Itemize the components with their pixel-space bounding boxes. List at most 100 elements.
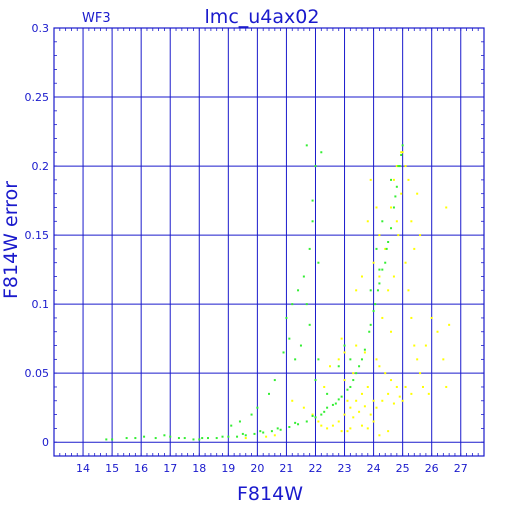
green-point (311, 220, 314, 223)
green-point (154, 437, 157, 440)
green-point (372, 310, 375, 313)
x-tick-label: 21 (279, 462, 293, 475)
y-tick-label: 0 (42, 436, 49, 449)
yellow-point (410, 392, 413, 395)
x-tick-label: 15 (105, 462, 119, 475)
green-point (311, 414, 314, 417)
yellow-point (416, 358, 419, 361)
yellow-point (410, 220, 413, 223)
yellow-point (326, 427, 329, 430)
yellow-point (372, 399, 375, 402)
yellow-point (352, 416, 355, 419)
green-point (349, 385, 352, 388)
green-point (134, 437, 137, 440)
yellow-point (442, 358, 445, 361)
green-point (358, 365, 361, 368)
green-point (381, 220, 384, 223)
green-point (320, 413, 323, 416)
yellow-point (244, 437, 247, 440)
green-point (198, 438, 201, 441)
yellow-point (358, 410, 361, 413)
yellow-point (387, 430, 390, 433)
green-point (387, 241, 390, 243)
yellow-point (375, 358, 378, 361)
x-tick-label: 27 (454, 462, 468, 475)
green-point (376, 289, 379, 292)
x-tick-label: 17 (163, 462, 177, 475)
yellow-point (400, 151, 403, 154)
green-point (227, 435, 230, 438)
yellow-point (404, 165, 407, 168)
green-point (238, 420, 241, 423)
y-tick-label: 0.05 (25, 367, 50, 380)
yellow-point (372, 420, 375, 423)
green-point (262, 431, 265, 434)
yellow-point (395, 220, 398, 223)
yellow-point (390, 206, 393, 209)
green-point (111, 438, 114, 441)
yellow-point (291, 399, 294, 402)
green-point (331, 403, 334, 406)
yellow-point (378, 434, 381, 437)
yellow-point (311, 413, 314, 416)
plot-frame (53, 27, 485, 457)
yellow-point (369, 413, 372, 416)
yellow-point (378, 234, 381, 237)
green-point (374, 303, 377, 306)
green-point (326, 406, 329, 409)
green-point (314, 416, 317, 419)
green-point (308, 247, 311, 250)
green-point (143, 435, 146, 438)
yellow-point (323, 385, 326, 388)
yellow-point (366, 427, 369, 430)
yellow-point (392, 178, 395, 181)
yellow-point (355, 399, 358, 402)
yellow-point (372, 261, 375, 264)
yellow-point (419, 372, 422, 375)
x-tick-labels: 14 15 16 17 18 19 20 21 22 23 24 25 26 27 (76, 462, 468, 475)
green-point (317, 358, 320, 361)
yellow-point (397, 234, 400, 237)
yellow-point (366, 385, 369, 388)
x-tick-label: 18 (192, 462, 206, 475)
x-tick-label: 16 (134, 462, 148, 475)
green-point (230, 424, 233, 427)
yellow-point (346, 430, 349, 433)
y-tick-labels: 0 0.05 0.1 0.15 0.2 0.25 0.3 (25, 22, 50, 449)
corner-label: WF3 (82, 11, 111, 26)
yellow-point (392, 402, 395, 405)
green-point (294, 358, 297, 361)
x-tick-label: 14 (76, 462, 90, 475)
green-point (244, 434, 247, 437)
green-point (305, 420, 308, 423)
yellow-point (349, 427, 352, 430)
yellow-point (384, 247, 387, 250)
green-point (352, 379, 355, 382)
yellow-point (407, 178, 410, 181)
green-point (297, 423, 300, 426)
green-point (363, 348, 366, 351)
yellow-point (265, 435, 268, 438)
green-point (163, 434, 166, 437)
green-point (375, 247, 378, 250)
yellow-point (413, 247, 416, 250)
green-point (282, 351, 285, 354)
green-point (394, 195, 397, 198)
green-point (285, 316, 288, 319)
yellow-point (404, 261, 407, 264)
yellow-point (317, 420, 320, 423)
y-tick-label: 0.25 (25, 91, 50, 104)
yellow-point (448, 323, 451, 326)
green-point (288, 426, 291, 429)
yellow-point (337, 358, 340, 361)
green-point (294, 421, 297, 424)
x-tick-label: 26 (425, 462, 439, 475)
yellow-point (329, 365, 332, 368)
green-point (369, 289, 372, 292)
green-point (360, 358, 363, 361)
yellow-point (381, 399, 384, 402)
yellow-point (407, 289, 410, 292)
green-point (384, 261, 387, 264)
yellow-point (375, 206, 378, 209)
